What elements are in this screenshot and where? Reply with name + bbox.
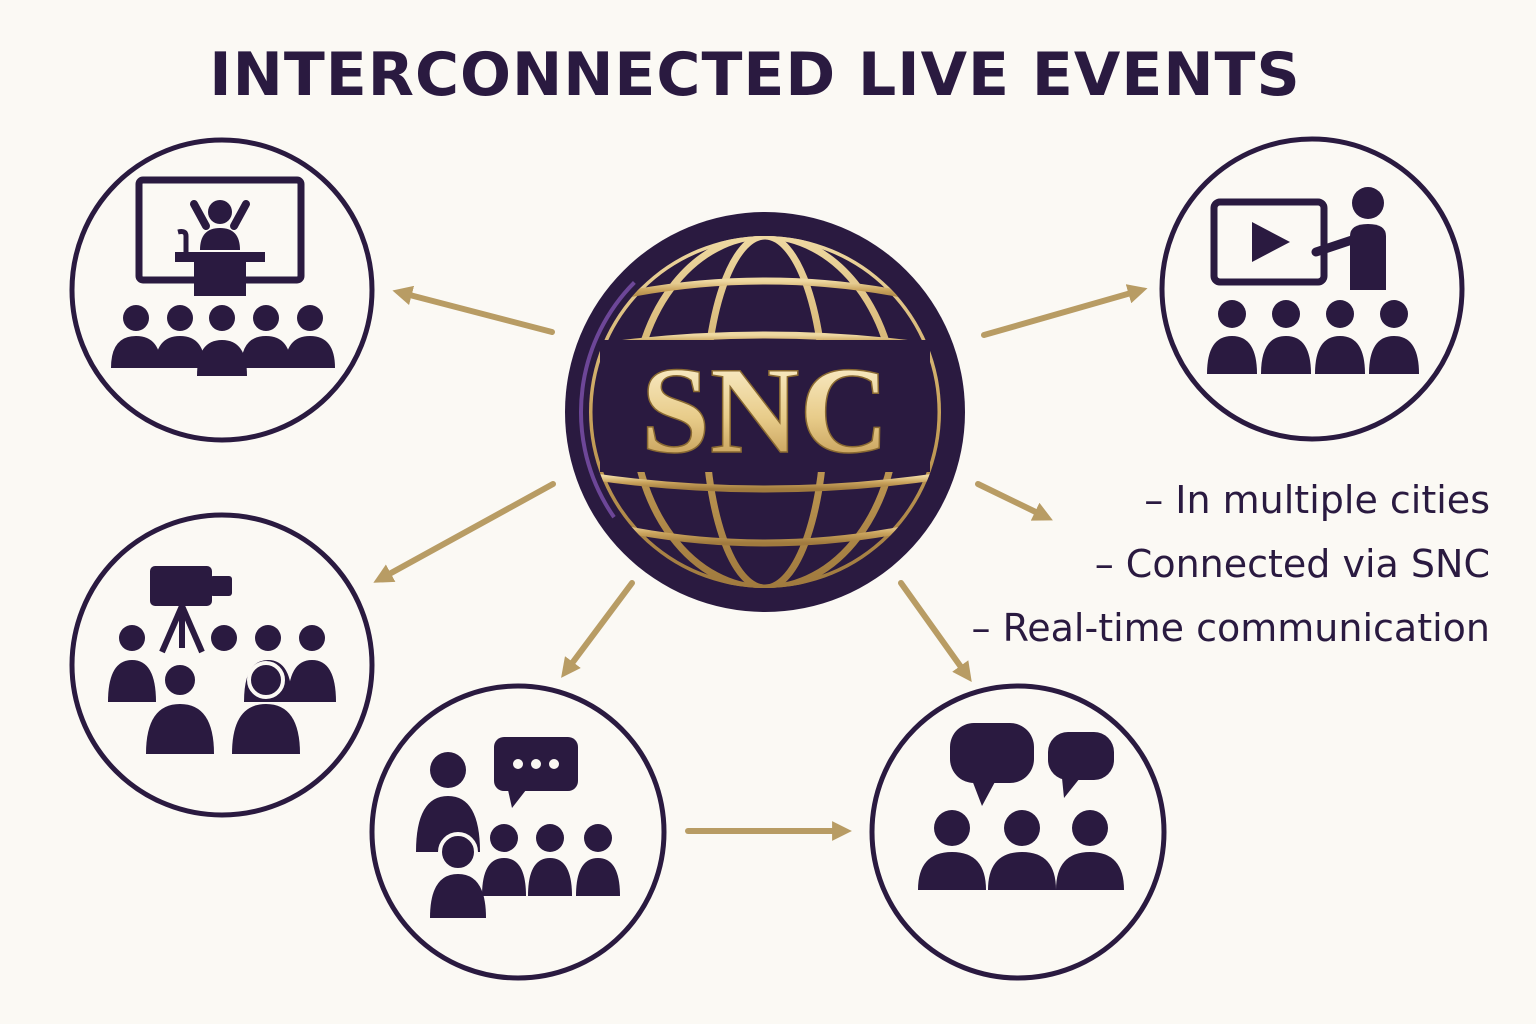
node-video: [1159, 136, 1465, 442]
chat-group-icon: [918, 723, 1124, 890]
feature-item: – In multiple cities: [1144, 478, 1490, 522]
feature-item: – Real-time communication: [971, 606, 1490, 650]
group-discussion-icon: [416, 737, 620, 918]
node-lecture: [69, 137, 375, 443]
node-discussion: [369, 683, 667, 981]
arrow-to-video: [981, 284, 1148, 338]
page-title: INTERCONNECTED LIVE EVENTS: [209, 40, 1301, 110]
arrow-to-lecture: [392, 285, 555, 335]
node-conversation: [869, 683, 1167, 981]
arrow-to-broadcast: [373, 481, 556, 583]
feature-list: – In multiple cities – Connected via SNC…: [971, 478, 1490, 670]
arrow-to-discussion: [561, 580, 635, 678]
hub-label: SNC: [641, 342, 889, 479]
node-broadcast: [69, 512, 375, 818]
video-presentation-icon: [1207, 187, 1419, 374]
camera-broadcast-icon: [108, 566, 336, 754]
lecture-audience-icon: [111, 176, 335, 376]
feature-item: – Connected via SNC: [1094, 542, 1490, 586]
arrow-to-bullets: [975, 481, 1053, 521]
snc-hub: SNC: [565, 212, 965, 612]
connector-arrows: [373, 284, 1148, 841]
arrow-to-conversation: [898, 580, 972, 683]
